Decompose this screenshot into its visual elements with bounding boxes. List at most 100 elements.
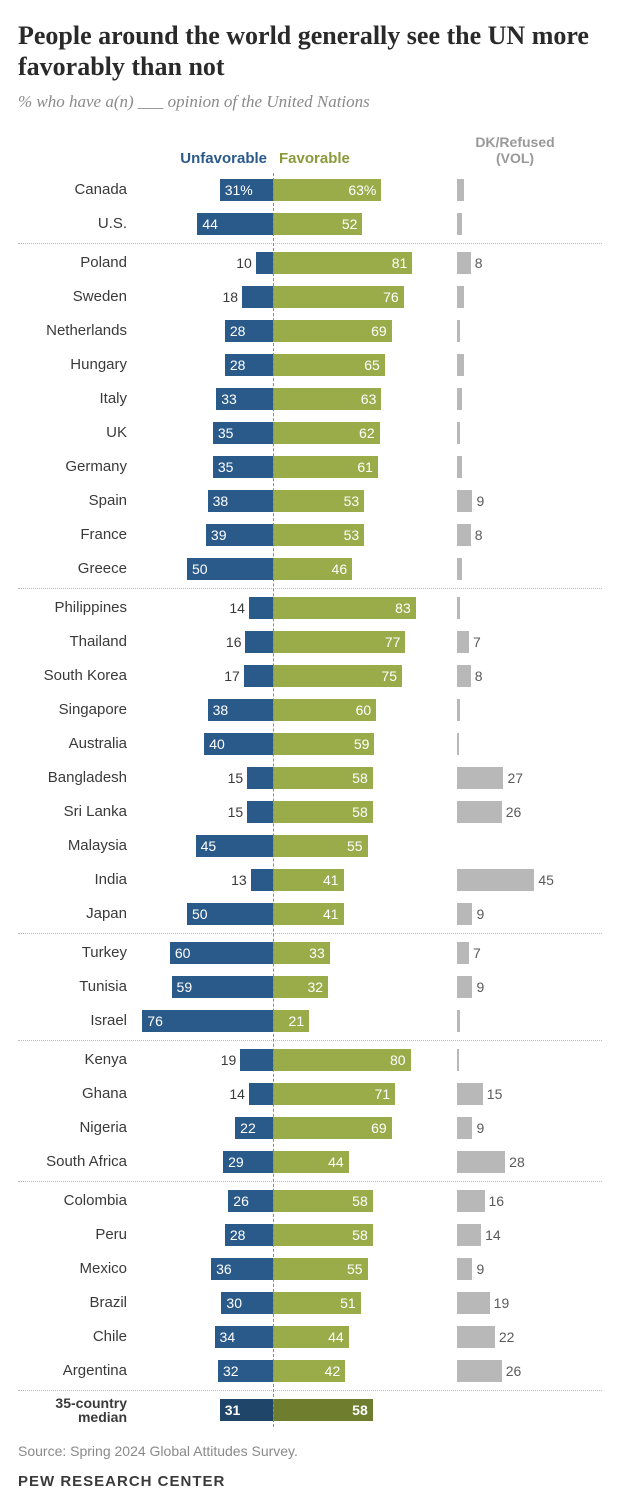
favorable-bar: 65 [273,354,385,376]
data-row: U.S.4452 [18,207,602,241]
unfavorable-cell: 59 [133,976,273,998]
dk-bar [457,1117,472,1139]
row-label: Bangladesh [18,769,133,786]
dk-bar [457,354,464,376]
data-row: Greece5046 [18,552,602,586]
dk-cell: 14 [445,1224,585,1246]
dk-bar [457,942,469,964]
row-label: Turkey [18,944,133,961]
unfavorable-bar: 38 [208,699,273,721]
unfavorable-value: 14 [229,600,249,616]
row-label: Brazil [18,1294,133,1311]
unfavorable-bar [247,801,273,823]
dk-bar [457,631,469,653]
unfavorable-value: 15 [228,770,248,786]
unfavorable-cell: 14 [133,1083,273,1105]
favorable-bar: 71 [273,1083,395,1105]
dk-value: 26 [502,1363,522,1379]
data-row: Sri Lanka155826 [18,795,602,829]
dk-bar [457,252,471,274]
data-row: Poland10818 [18,246,602,280]
dk-value: 8 [471,668,483,684]
dk-bar [457,869,534,891]
unfavorable-bar: 50 [187,558,273,580]
data-row: Mexico36559 [18,1252,602,1286]
column-headers: Unfavorable Favorable DK/Refused (VOL) [18,134,602,166]
unfavorable-value: 17 [224,668,244,684]
unfavorable-bar [249,597,273,619]
unfavorable-cell: 33 [133,388,273,410]
favorable-cell: 65 [273,354,445,376]
unfavorable-bar: 45 [196,835,273,857]
unfavorable-value: 14 [229,1086,249,1102]
favorable-bar: 21 [273,1010,309,1032]
dk-value: 9 [472,1120,484,1136]
favorable-cell: 58 [273,801,445,823]
favorable-bar: 55 [273,835,368,857]
dk-cell [445,699,585,721]
data-row: Italy3363 [18,382,602,416]
unfavorable-cell: 15 [133,801,273,823]
unfavorable-bar [247,767,273,789]
favorable-bar: 51 [273,1292,361,1314]
dk-bar [457,1049,459,1071]
header-favorable: Favorable [273,150,445,167]
center-axis-line [273,173,274,1427]
unfavorable-bar: 36 [211,1258,273,1280]
favorable-bar: 58 [273,1399,373,1421]
favorable-bar: 69 [273,1117,392,1139]
dk-bar [457,213,462,235]
dk-cell [445,456,585,478]
favorable-bar: 81 [273,252,412,274]
dk-cell [445,1049,585,1071]
data-row: Israel7621 [18,1004,602,1038]
row-label: U.S. [18,215,133,232]
unfavorable-bar: 28 [225,320,273,342]
unfavorable-cell: 17 [133,665,273,687]
unfavorable-value: 19 [221,1052,241,1068]
dk-value: 8 [471,255,483,271]
unfavorable-value: 15 [228,804,248,820]
data-row: UK3562 [18,416,602,450]
favorable-bar: 80 [273,1049,411,1071]
dk-bar [457,1292,490,1314]
dk-cell [445,320,585,342]
dk-cell [445,286,585,308]
dk-cell: 28 [445,1151,585,1173]
favorable-bar: 58 [273,1224,373,1246]
row-label: Chile [18,1328,133,1345]
dk-bar [457,422,460,444]
unfavorable-bar: 31 [220,1399,273,1421]
unfavorable-cell: 35 [133,422,273,444]
favorable-cell: 58 [273,767,445,789]
dk-bar [457,767,503,789]
data-row: Hungary2865 [18,348,602,382]
unfavorable-bar: 28 [225,354,273,376]
dk-cell: 15 [445,1083,585,1105]
row-label: 35-country median [18,1396,133,1424]
dk-cell: 26 [445,1360,585,1382]
dk-cell [445,733,585,755]
dk-cell: 26 [445,801,585,823]
data-row: Germany3561 [18,450,602,484]
favorable-cell: 81 [273,252,445,274]
dk-bar [457,456,462,478]
unfavorable-cell: 22 [133,1117,273,1139]
unfavorable-bar: 30 [221,1292,273,1314]
favorable-cell: 55 [273,1258,445,1280]
favorable-cell: 53 [273,524,445,546]
dk-value: 45 [534,872,554,888]
dk-cell: 8 [445,524,585,546]
unfavorable-cell: 29 [133,1151,273,1173]
dk-cell: 27 [445,767,585,789]
unfavorable-bar: 34 [215,1326,273,1348]
dk-cell: 9 [445,490,585,512]
unfavorable-bar: 22 [235,1117,273,1139]
unfavorable-bar: 50 [187,903,273,925]
favorable-cell: 71 [273,1083,445,1105]
dk-bar [457,733,459,755]
group-separator [18,1181,602,1182]
favorable-bar: 44 [273,1326,349,1348]
data-row: South Africa294428 [18,1145,602,1179]
unfavorable-bar [256,252,273,274]
